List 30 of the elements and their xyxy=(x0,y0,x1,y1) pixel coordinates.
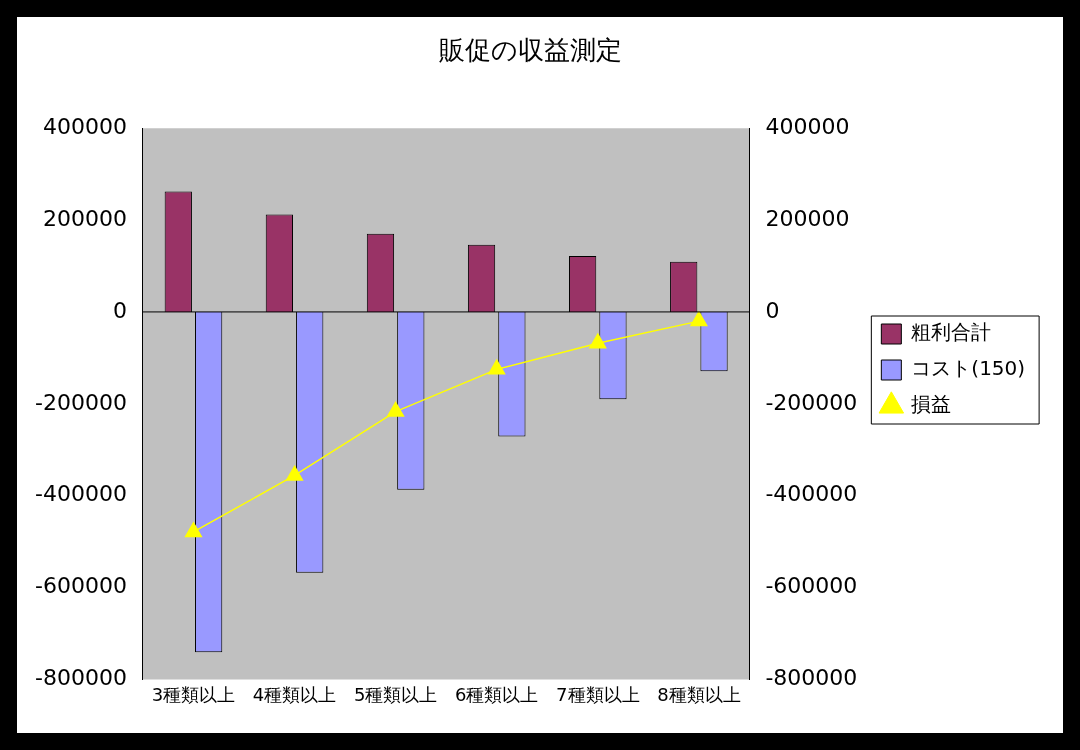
y2-tick-label: -600000 xyxy=(765,573,858,599)
legend-label: コスト(150) xyxy=(911,356,1026,381)
y-tick-label: -400000 xyxy=(35,481,127,507)
y2-tick-label: 0 xyxy=(765,297,780,323)
point xyxy=(488,359,506,375)
chart-title: 販促の収益測定 xyxy=(438,35,622,66)
point xyxy=(286,465,304,481)
y2-tick-label: -800000 xyxy=(765,665,858,691)
y-tick-label: -600000 xyxy=(35,573,127,599)
legend-label: 損益 xyxy=(911,392,952,417)
y-tick-label: -800000 xyxy=(35,665,127,691)
y-tick-label: 0 xyxy=(112,297,127,323)
x-tick-label: 8種類以上 xyxy=(657,683,741,705)
y-tick-label: 400000 xyxy=(42,113,127,139)
x-tick-label: 5種類以上 xyxy=(353,683,438,705)
x-tick-label: 3種類以上 xyxy=(151,683,236,705)
y2-tick-label: -400000 xyxy=(765,481,858,507)
y-tick-label: -200000 xyxy=(35,389,127,415)
y2-tick-label: -200000 xyxy=(765,389,858,415)
point xyxy=(690,311,708,327)
point xyxy=(589,333,607,349)
point xyxy=(184,522,203,538)
x-tick-label: 7種類以上 xyxy=(556,683,640,705)
x-tick-label: 4種類以上 xyxy=(252,683,337,705)
legend-label: 粗利合計 xyxy=(911,320,992,345)
point xyxy=(387,401,405,417)
y2-tick-label: 400000 xyxy=(765,113,850,139)
y2-tick-label: 200000 xyxy=(765,205,850,231)
x-tick-label: 6種類以上 xyxy=(454,683,539,705)
y-tick-label: 200000 xyxy=(42,205,127,231)
